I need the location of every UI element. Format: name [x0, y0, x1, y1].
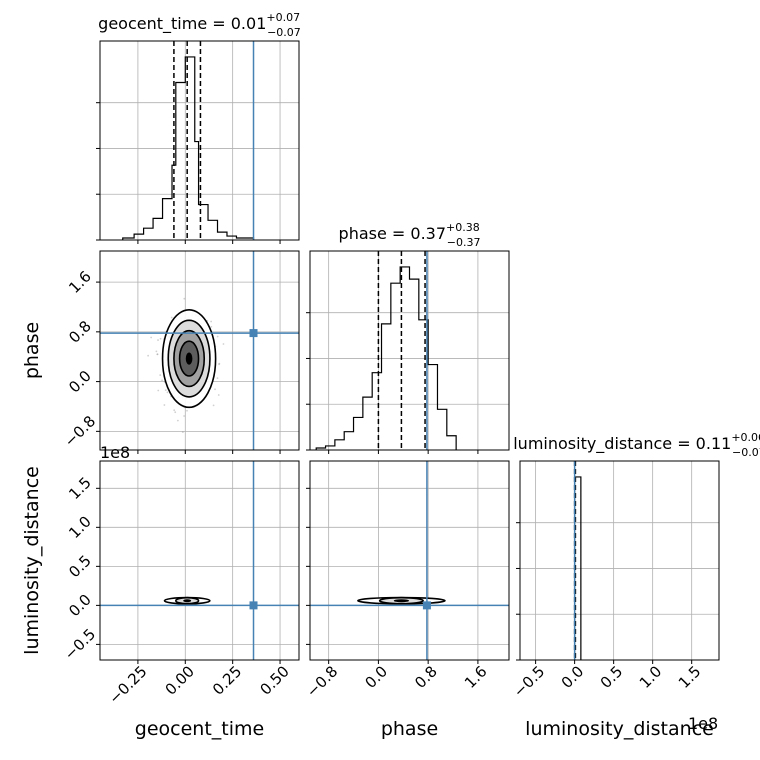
sample-point [218, 363, 220, 366]
x-tick-label: 0.00 [162, 662, 198, 698]
y-tick-label: 1.6 [65, 267, 95, 297]
hist-step [315, 266, 457, 450]
x-tick-label: 0.5 [597, 662, 627, 692]
title-main: phase = 0.37 [339, 224, 446, 243]
panel-content [310, 461, 509, 660]
sample-point [217, 394, 220, 396]
y-tick-label: 0.0 [65, 591, 95, 621]
hist-panel-phase: phase = 0.37+0.38 −0.37 [306, 221, 510, 451]
density-peak [185, 352, 193, 365]
sample-point [210, 320, 213, 323]
sample-point [157, 389, 160, 392]
panel-border [309, 460, 510, 661]
y-tick-label: 0.5 [65, 552, 95, 582]
hist-title: luminosity_distance = 0.11+0.06 −0.07 [513, 431, 760, 459]
sample-point [212, 404, 215, 407]
title-plus: +0.06 [731, 431, 760, 444]
sample-point [222, 343, 225, 345]
x-tick-label: 0.0 [558, 662, 588, 692]
sample-point [183, 415, 185, 417]
title-minus: −0.07 [267, 26, 301, 39]
x-tick-label: −0.25 [105, 662, 150, 707]
truth-marker [422, 601, 431, 610]
panel-content [100, 41, 299, 240]
sample-point [155, 350, 158, 353]
sample-point [166, 391, 169, 394]
sample-point [186, 409, 188, 412]
sample-point [181, 431, 184, 434]
x-tick-label: 1.5 [675, 662, 705, 692]
hist-step [122, 56, 255, 240]
x-offset-label: 1e8 [688, 714, 718, 733]
x-tick-label: 0.50 [256, 662, 292, 698]
density-peak [183, 599, 192, 603]
contour-panel-geocent_time-phase [99, 250, 300, 451]
panel-border [99, 40, 300, 241]
sample-point [161, 379, 163, 382]
x-axis-label: phase [381, 718, 438, 740]
panel-content [100, 461, 299, 660]
hist-title: geocent_time = 0.01+0.07 −0.07 [98, 11, 301, 39]
y-tick-label: 0.0 [65, 367, 95, 397]
sample-point [156, 353, 159, 356]
y-tick-label: 1.5 [65, 474, 95, 504]
title-minus: −0.07 [732, 446, 760, 459]
density-peak [393, 599, 410, 603]
x-tick-label: −0.8 [303, 662, 341, 700]
contour-panel-geocent_time-luminosity_distance [99, 460, 300, 661]
hist-panel-luminosity_distance: luminosity_distance = 0.11+0.06 −0.07 [513, 431, 760, 661]
panel-content [310, 251, 509, 450]
sample-point [173, 409, 176, 412]
panel-border [99, 460, 300, 661]
x-tick-label: −0.5 [510, 662, 548, 700]
sample-point [159, 337, 162, 340]
sample-point [214, 388, 216, 391]
title-plus: +0.07 [266, 11, 300, 24]
panel-content [100, 251, 299, 450]
title-plus: +0.38 [446, 221, 480, 234]
sample-point [150, 336, 153, 339]
x-axis-label: geocent_time [135, 718, 264, 740]
panel-border [519, 460, 720, 661]
sample-point [163, 404, 166, 406]
sample-point [176, 419, 179, 422]
sample-point [170, 316, 173, 319]
x-tick-label: 1.6 [461, 662, 491, 692]
panel-border [309, 250, 510, 451]
x-axis-label: luminosity_distance [525, 718, 714, 740]
x-tick-label: 0.25 [209, 662, 245, 698]
y-axis-label: phase [21, 322, 43, 379]
y-offset-label: 1e8 [100, 443, 130, 462]
y-tick-label: −0.5 [61, 625, 99, 663]
sample-point [174, 411, 177, 414]
sample-point [218, 362, 221, 365]
sample-point [156, 353, 159, 356]
hist-panel-geocent_time: geocent_time = 0.01+0.07 −0.07 [96, 11, 301, 241]
sample-point [147, 354, 150, 357]
title-minus: −0.37 [447, 236, 481, 249]
sample-point [157, 339, 159, 341]
hist-title: phase = 0.37+0.38 −0.37 [339, 221, 481, 249]
title-main: geocent_time = 0.01 [98, 14, 266, 34]
contour-panel-phase-luminosity_distance [309, 460, 510, 661]
x-tick-label: 1.0 [636, 662, 666, 692]
y-tick-label: −0.8 [61, 412, 99, 450]
sample-point [216, 377, 219, 380]
sample-point [216, 335, 219, 338]
x-tick-label: 0.0 [362, 662, 392, 692]
truth-marker [249, 601, 258, 610]
truth-marker [249, 329, 258, 338]
y-axis-label: luminosity_distance [21, 466, 43, 655]
title-main: luminosity_distance = 0.11 [513, 434, 731, 454]
panel-content [520, 461, 719, 660]
y-tick-label: 0.8 [65, 317, 95, 347]
sample-point [210, 325, 213, 328]
y-tick-label: 1.0 [65, 513, 95, 543]
sample-point [164, 389, 167, 392]
sample-point [159, 374, 162, 376]
sample-point [183, 297, 186, 300]
panel-border [99, 250, 300, 451]
x-tick-label: 0.8 [411, 662, 441, 692]
